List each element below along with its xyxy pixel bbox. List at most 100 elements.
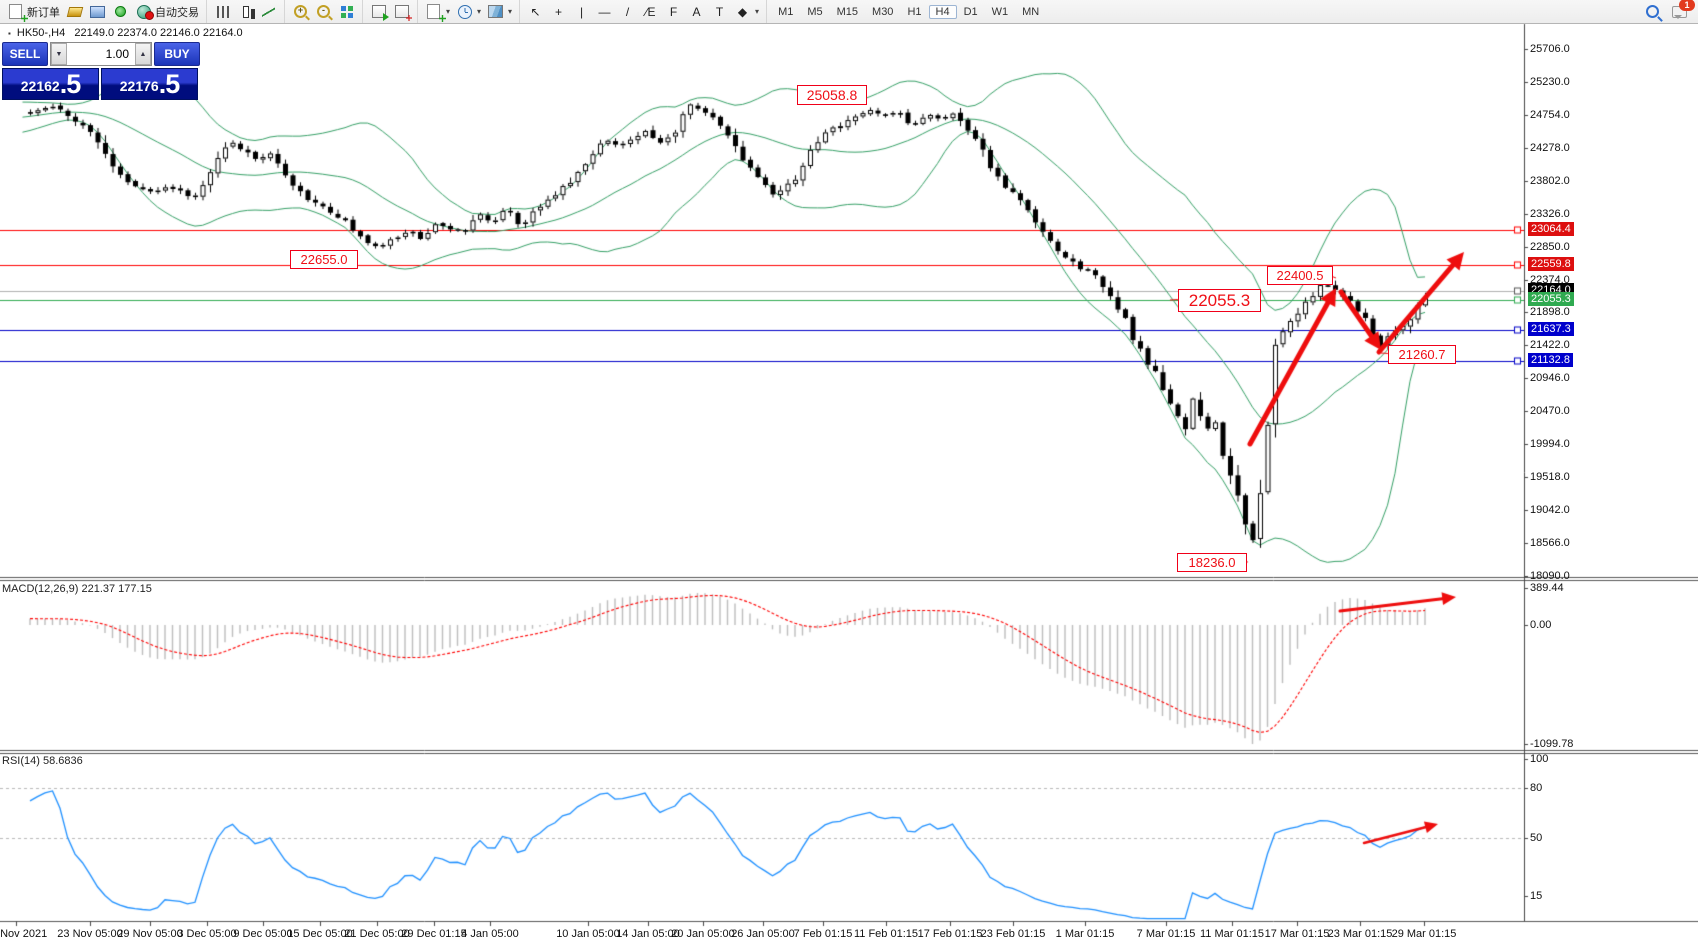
trendline-tool[interactable]: / — [616, 3, 639, 20]
timeframe-toolbar: M1 M5 M15 M30 H1 H4 D1 W1 MN — [767, 0, 1050, 23]
cursor-tool[interactable]: ↖ — [524, 3, 547, 20]
price-tick-label: 19994.0 — [1530, 438, 1570, 450]
sell-price-tile[interactable]: 22162 .5 — [2, 68, 99, 100]
new-chart-button[interactable] — [390, 3, 413, 20]
rsi-tick-label: 15 — [1530, 890, 1543, 902]
auto-arrange-button[interactable] — [367, 3, 390, 20]
auto-arrange-button-icon — [370, 4, 387, 19]
volume-decrease-button[interactable]: ▼ — [51, 43, 67, 65]
templates-dropdown[interactable]: ▾ — [484, 3, 515, 20]
vline-tool-icon: | — [579, 4, 584, 19]
hline-tool[interactable]: — — [593, 3, 616, 20]
sell-button[interactable]: SELL — [2, 42, 48, 66]
buy-price-tile[interactable]: 22176 .5 — [101, 68, 198, 100]
chart-line-button[interactable] — [257, 3, 280, 20]
timeframe-m5-button[interactable]: M5 — [807, 5, 823, 18]
price-annotation[interactable]: 22055.3 — [1178, 289, 1261, 312]
chart-bars-button-icon — [214, 4, 231, 19]
time-label: 20 Jan 05:00 — [671, 928, 735, 940]
time-label: 7 Mar 01:15 — [1136, 928, 1196, 940]
timeframe-h1-button[interactable]: H1 — [907, 5, 922, 18]
macd-tick-label: 0.00 — [1530, 619, 1552, 631]
zoom-out-button-icon: - — [315, 4, 332, 19]
chat-icon[interactable]: 1 — [1671, 0, 1695, 19]
price-annotation[interactable]: 18236.0 — [1177, 553, 1247, 572]
metaeditor-button[interactable] — [63, 3, 86, 20]
timeframe-w1-button[interactable]: W1 — [991, 5, 1009, 18]
price-annotation[interactable]: 25058.8 — [797, 85, 867, 105]
chart-candles-button[interactable] — [234, 3, 257, 20]
zoom-in-button[interactable]: + — [289, 3, 312, 20]
time-label: 4 Jan 05:00 — [461, 928, 519, 940]
main-toolbar: 新订单 自动交易 + - ▾ ▾ ▾ ↖ + | — / ∕E F A T ◆ ▾ M1 M5 M15 M30 H1 H4 D… — [0, 0, 1698, 24]
time-label: 29 Mar 01:15 — [1391, 928, 1457, 940]
time-label: 26 Jan 05:00 — [731, 928, 795, 940]
cursor-tool-icon: ↖ — [530, 4, 541, 19]
time-label: 1 Mar 01:15 — [1055, 928, 1115, 940]
time-label: 11 Mar 01:15 — [1199, 928, 1265, 940]
tile-windows-button-icon — [338, 4, 355, 19]
time-label: 23 Feb 01:15 — [980, 928, 1046, 940]
price-tick-label: 22850.0 — [1530, 241, 1570, 253]
signals-button[interactable] — [109, 3, 132, 20]
zoom-out-button[interactable]: - — [312, 3, 335, 20]
time-label: 29 Nov 05:00 — [117, 928, 183, 940]
indicators-dropdown-icon — [425, 4, 442, 19]
text-tool[interactable]: A — [685, 3, 708, 20]
volume-increase-button[interactable]: ▲ — [135, 43, 151, 65]
periods-dropdown[interactable]: ▾ — [453, 3, 484, 20]
time-label: 23 Nov 05:00 — [57, 928, 123, 940]
label-tool[interactable]: T — [708, 3, 731, 20]
strategy-tester-button[interactable] — [86, 3, 109, 20]
price-tick-label: 21422.0 — [1530, 339, 1570, 351]
templates-dropdown-icon — [487, 4, 504, 19]
price-tick-label: 18566.0 — [1530, 537, 1570, 549]
timeframe-m15-button[interactable]: M15 — [836, 5, 859, 18]
volume-input[interactable] — [67, 43, 135, 65]
chat-badge: 1 — [1679, 0, 1695, 11]
search-icon[interactable] — [1644, 4, 1661, 19]
chart-title: ▪ HK50-,H4 22149.0 22374.0 22146.0 22164… — [8, 27, 243, 39]
shapes-dropdown-icon: ◆ — [737, 4, 748, 19]
periods-dropdown-caret-icon: ▾ — [477, 7, 482, 16]
strategy-tester-button-icon — [89, 4, 106, 19]
chart-line-button-icon — [260, 4, 277, 19]
crosshair-tool[interactable]: + — [547, 3, 570, 20]
time-label: 17 Feb 01:15 — [917, 928, 983, 940]
fibonacci-tool[interactable]: F — [662, 3, 685, 20]
macd-indicator-label: MACD(12,26,9) 221.37 177.15 — [2, 583, 152, 595]
timeframe-h4-button[interactable]: H4 — [928, 4, 957, 19]
vline-tool[interactable]: | — [570, 3, 593, 20]
buy-button[interactable]: BUY — [154, 42, 200, 66]
rsi-tick-label: 100 — [1530, 753, 1549, 765]
tile-windows-button[interactable] — [335, 3, 358, 20]
price-tick-label: 20470.0 — [1530, 405, 1570, 417]
price-annotation[interactable]: 21260.7 — [1388, 345, 1456, 364]
timeframe-m30-button[interactable]: M30 — [872, 5, 894, 18]
autotrading-button[interactable]: 自动交易 — [132, 3, 202, 21]
price-tick-label: 25706.0 — [1530, 43, 1570, 55]
buy-price-big: .5 — [158, 69, 181, 99]
timeframe-m1-button[interactable]: M1 — [778, 5, 794, 18]
price-annotation[interactable]: 22655.0 — [290, 250, 358, 269]
price-annotation[interactable]: 22400.5 — [1267, 266, 1333, 285]
indicators-dropdown[interactable]: ▾ — [422, 3, 453, 20]
time-label: 7 Feb 01:15 — [793, 928, 853, 940]
price-level-label: 22055.3 — [1528, 292, 1574, 306]
signals-button-icon — [112, 4, 129, 19]
shapes-dropdown[interactable]: ◆ ▾ — [731, 3, 762, 20]
label-tool-icon: T — [715, 4, 724, 19]
price-tick-label: 19518.0 — [1530, 471, 1570, 483]
time-label: 10 Jan 05:00 — [556, 928, 620, 940]
price-tick-label: 19042.0 — [1530, 504, 1570, 516]
price-tick-label: 21898.0 — [1530, 306, 1570, 318]
channel-tool[interactable]: ∕E — [639, 3, 662, 20]
metaeditor-button-icon — [66, 4, 83, 19]
new-order-button[interactable]: 新订单 — [4, 3, 63, 21]
chart-bars-button[interactable] — [211, 3, 234, 20]
timeframe-d1-button[interactable]: D1 — [963, 5, 978, 18]
price-level-label: 22559.8 — [1528, 257, 1574, 271]
timeframe-mn-button[interactable]: MN — [1022, 5, 1040, 18]
